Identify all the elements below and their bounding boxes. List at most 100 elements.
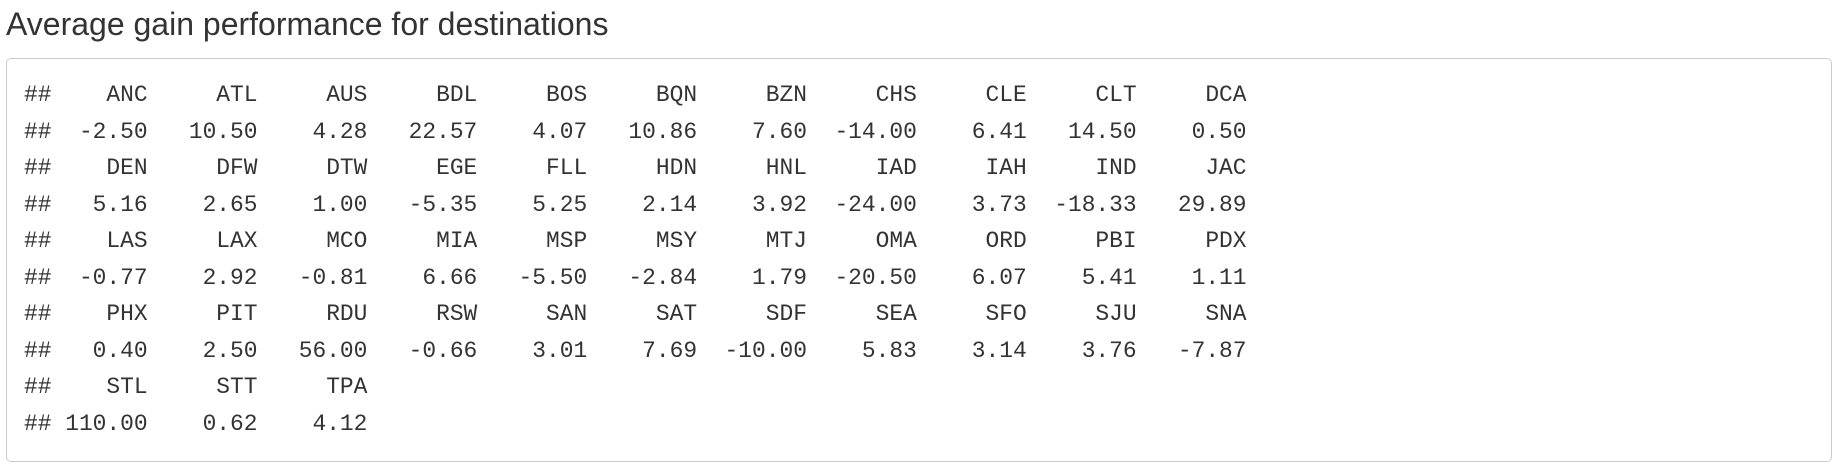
destination-code: MTJ bbox=[765, 228, 807, 254]
destination-code: CLE bbox=[985, 82, 1027, 108]
destination-code: DCA bbox=[1205, 82, 1247, 108]
gain-value: 110.00 bbox=[65, 410, 148, 437]
gain-value: -7.87 bbox=[1177, 337, 1247, 364]
output-value-line: ## -2.50 10.50 4.28 22.57 4.07 10.86 7.60 -14.00… bbox=[24, 114, 1247, 151]
gain-value: 4.28 bbox=[312, 118, 368, 145]
output-prefix: ## bbox=[24, 228, 52, 254]
gain-value: 3.76 bbox=[1081, 337, 1137, 364]
output-prefix: ## bbox=[24, 264, 52, 291]
destination-code: IND bbox=[1095, 155, 1137, 181]
gain-value: 0.40 bbox=[92, 337, 148, 364]
gain-value: -20.50 bbox=[834, 264, 917, 291]
gain-value: 1.11 bbox=[1191, 264, 1247, 291]
gain-value: 6.41 bbox=[971, 118, 1027, 145]
gain-value: -14.00 bbox=[834, 118, 917, 145]
output-value-line: ## 5.16 2.65 1.00 -5.35 5.25 2.14 3.92 -24.00 3.7… bbox=[24, 187, 1247, 224]
gain-value: 29.89 bbox=[1177, 191, 1247, 218]
gain-value: 5.25 bbox=[532, 191, 588, 218]
output-prefix: ## bbox=[24, 337, 52, 364]
gain-value: 14.50 bbox=[1067, 118, 1137, 145]
output-prefix: ## bbox=[24, 118, 52, 145]
destination-code: ORD bbox=[985, 228, 1027, 254]
destination-code: JAC bbox=[1205, 155, 1247, 181]
destination-code: OMA bbox=[875, 228, 917, 254]
destination-code: BDL bbox=[436, 82, 478, 108]
destination-code: PDX bbox=[1205, 228, 1247, 254]
output-header-line: ## ANC ATL AUS BDL BOS BQN BZN CHS CLE CLT DCA bbox=[24, 77, 1247, 114]
gain-value: 5.41 bbox=[1081, 264, 1137, 291]
destination-code: FLL bbox=[545, 155, 588, 181]
destination-code: EGE bbox=[436, 155, 478, 181]
destination-code: TPA bbox=[326, 374, 368, 400]
gain-value: 3.73 bbox=[971, 191, 1027, 218]
gain-value: 2.50 bbox=[202, 337, 258, 364]
destination-code: DEN bbox=[106, 155, 148, 181]
destination-code: PBI bbox=[1095, 228, 1137, 254]
output-prefix: ## bbox=[24, 191, 52, 218]
output-prefix: ## bbox=[24, 301, 52, 327]
gain-value: 0.50 bbox=[1191, 118, 1247, 145]
destination-code: LAS bbox=[106, 228, 148, 254]
destination-code: HNL bbox=[765, 155, 807, 181]
gain-value: 3.14 bbox=[971, 337, 1027, 364]
gain-value: 2.92 bbox=[202, 264, 258, 291]
destination-code: HDN bbox=[655, 155, 698, 181]
gain-value: -0.81 bbox=[298, 264, 368, 291]
output-prefix: ## bbox=[24, 374, 52, 400]
destination-code: SAN bbox=[545, 301, 588, 327]
destination-code: MIA bbox=[436, 228, 478, 254]
gain-value: 5.83 bbox=[861, 337, 917, 364]
gain-value: 56.00 bbox=[298, 337, 368, 364]
gain-value: 4.12 bbox=[312, 410, 368, 437]
gain-value: 3.01 bbox=[532, 337, 588, 364]
output-header-line: ## LAS LAX MCO MIA MSP MSY MTJ OMA ORD PBI PDX bbox=[24, 223, 1247, 260]
output-header-line: ## DEN DFW DTW EGE FLL HDN HNL IAD IAH IND JAC bbox=[24, 150, 1247, 187]
destination-code: DFW bbox=[216, 155, 258, 181]
gain-value: -18.33 bbox=[1054, 191, 1137, 218]
gain-value: -0.66 bbox=[408, 337, 478, 364]
destination-code: PIT bbox=[216, 301, 258, 327]
destination-code: IAD bbox=[875, 155, 917, 181]
destination-code: CHS bbox=[875, 82, 917, 108]
destination-code: SJU bbox=[1095, 301, 1137, 327]
destination-code: DTW bbox=[326, 155, 368, 181]
gain-value: 6.66 bbox=[422, 264, 478, 291]
output-header-line: ## STL STT TPA bbox=[24, 369, 1247, 406]
gain-value: -2.84 bbox=[628, 264, 698, 291]
output-prefix: ## bbox=[24, 155, 52, 181]
gain-value: 0.62 bbox=[202, 410, 258, 437]
gain-value: -10.00 bbox=[724, 337, 807, 364]
gain-value: 2.14 bbox=[642, 191, 698, 218]
gain-value: 1.00 bbox=[312, 191, 368, 218]
destination-code: BZN bbox=[765, 82, 807, 108]
destination-code: LAX bbox=[216, 228, 258, 254]
destination-code: RDU bbox=[326, 301, 368, 327]
destination-code: SDF bbox=[765, 301, 807, 327]
destination-code: AUS bbox=[326, 82, 368, 108]
destination-code: BQN bbox=[655, 82, 698, 108]
page-title: Average gain performance for destination… bbox=[6, 6, 609, 42]
destination-code: MSY bbox=[655, 228, 698, 254]
output-prefix: ## bbox=[24, 410, 52, 437]
destination-code: CLT bbox=[1095, 82, 1137, 108]
output-value-line: ## 110.00 0.62 4.12 bbox=[24, 406, 1247, 443]
gain-value: 7.69 bbox=[642, 337, 698, 364]
gain-value: -0.77 bbox=[78, 264, 148, 291]
gain-value: 6.07 bbox=[971, 264, 1027, 291]
gain-value: -2.50 bbox=[78, 118, 148, 145]
destination-code: STL bbox=[106, 374, 148, 400]
destination-code: SEA bbox=[875, 301, 917, 327]
gain-value: 2.65 bbox=[202, 191, 258, 218]
destination-code: IAH bbox=[985, 155, 1027, 181]
output-header-line: ## PHX PIT RDU RSW SAN SAT SDF SEA SFO SJU SNA bbox=[24, 296, 1247, 333]
destination-code: ANC bbox=[106, 82, 148, 108]
destination-code: SNA bbox=[1205, 301, 1247, 327]
gain-value: 10.86 bbox=[628, 118, 698, 145]
destination-code: RSW bbox=[436, 301, 478, 327]
destination-code: SAT bbox=[655, 301, 698, 327]
output-value-line: ## 0.40 2.50 56.00 -0.66 3.01 7.69 -10.00 5.83 3.… bbox=[24, 333, 1247, 370]
gain-value: 22.57 bbox=[408, 118, 478, 145]
destination-code: PHX bbox=[106, 301, 148, 327]
gain-value: 3.92 bbox=[752, 191, 807, 218]
output-prefix: ## bbox=[24, 82, 52, 108]
